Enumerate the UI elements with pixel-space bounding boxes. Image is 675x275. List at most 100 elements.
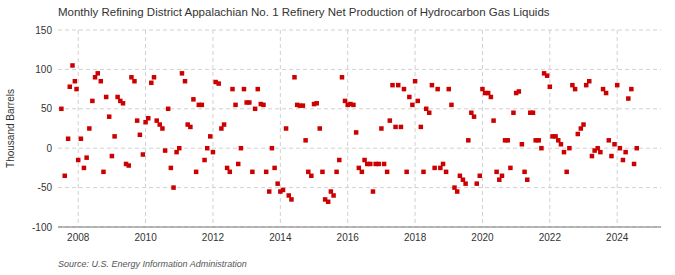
x-grid-line [482,30,483,227]
point [564,170,569,175]
point [539,146,544,151]
point [68,84,73,89]
point [146,116,151,121]
point [441,162,446,167]
point [211,150,216,155]
point [143,120,148,125]
point [612,142,617,147]
point [466,138,471,143]
point [402,87,407,92]
point [320,170,325,175]
point [621,158,626,163]
point [166,107,171,112]
point [548,84,553,89]
point [623,150,628,155]
point [511,110,516,115]
point [432,166,437,171]
point [618,146,623,151]
x-tick-label: 2024 [606,232,629,243]
y-tick-label: 50 [41,103,53,114]
point [396,83,401,88]
point [225,166,230,171]
point [531,110,536,115]
point [216,81,221,86]
point [236,162,241,167]
point [163,148,168,153]
point [522,170,527,175]
point [371,189,376,194]
point [615,83,620,88]
point [399,125,404,130]
point [556,138,561,143]
point [289,197,294,202]
point [452,185,457,190]
point [595,146,600,151]
point [410,103,415,108]
point [497,177,502,182]
point [360,170,365,175]
point [99,79,104,84]
x-grid-line [617,30,618,227]
point [174,150,179,155]
point [587,79,592,84]
point [253,107,257,112]
point [205,146,210,151]
point [138,133,143,138]
point [354,130,359,135]
chart-svg: -100-50050100150200820102012201420162018… [0,0,675,275]
point [76,158,81,163]
point [129,75,134,80]
point [275,181,280,186]
point [362,158,367,163]
point [96,71,101,76]
point [461,177,466,182]
point [157,122,162,127]
point [489,95,494,100]
point [407,95,412,100]
point [87,126,92,131]
point [357,166,362,171]
point [101,170,106,175]
point [169,166,174,171]
point [208,134,213,139]
point [171,185,176,190]
point [458,174,463,179]
point [256,87,261,92]
point [632,162,637,167]
point [553,134,558,139]
point [200,103,205,108]
point [413,79,418,84]
point [505,138,510,143]
point [478,174,483,179]
y-tick-label: -100 [32,222,52,233]
y-axis: -100-50050100150 [32,25,52,233]
y-tick-label: 0 [46,143,52,154]
point [219,126,224,131]
point [525,177,530,182]
point [576,132,581,137]
point [79,136,84,141]
point [567,146,572,151]
point [427,110,432,115]
point [517,89,522,94]
point [222,122,227,127]
point [390,83,395,88]
title: Monthly Refining District Appalachian No… [58,6,550,18]
y-grid-line [58,30,661,31]
point [494,170,499,175]
point [421,170,426,175]
point [444,170,449,175]
point [228,170,233,175]
y-grid-line [58,187,661,188]
x-tick-label: 2018 [404,232,427,243]
point [281,188,286,193]
point [135,118,140,123]
point [309,174,314,179]
point [435,87,440,92]
point [455,189,460,194]
point [141,152,146,157]
point [545,73,550,78]
point [382,162,387,167]
y-tick-label: 150 [35,25,52,36]
source-note: Source: U.S. Energy Information Administ… [58,259,247,269]
